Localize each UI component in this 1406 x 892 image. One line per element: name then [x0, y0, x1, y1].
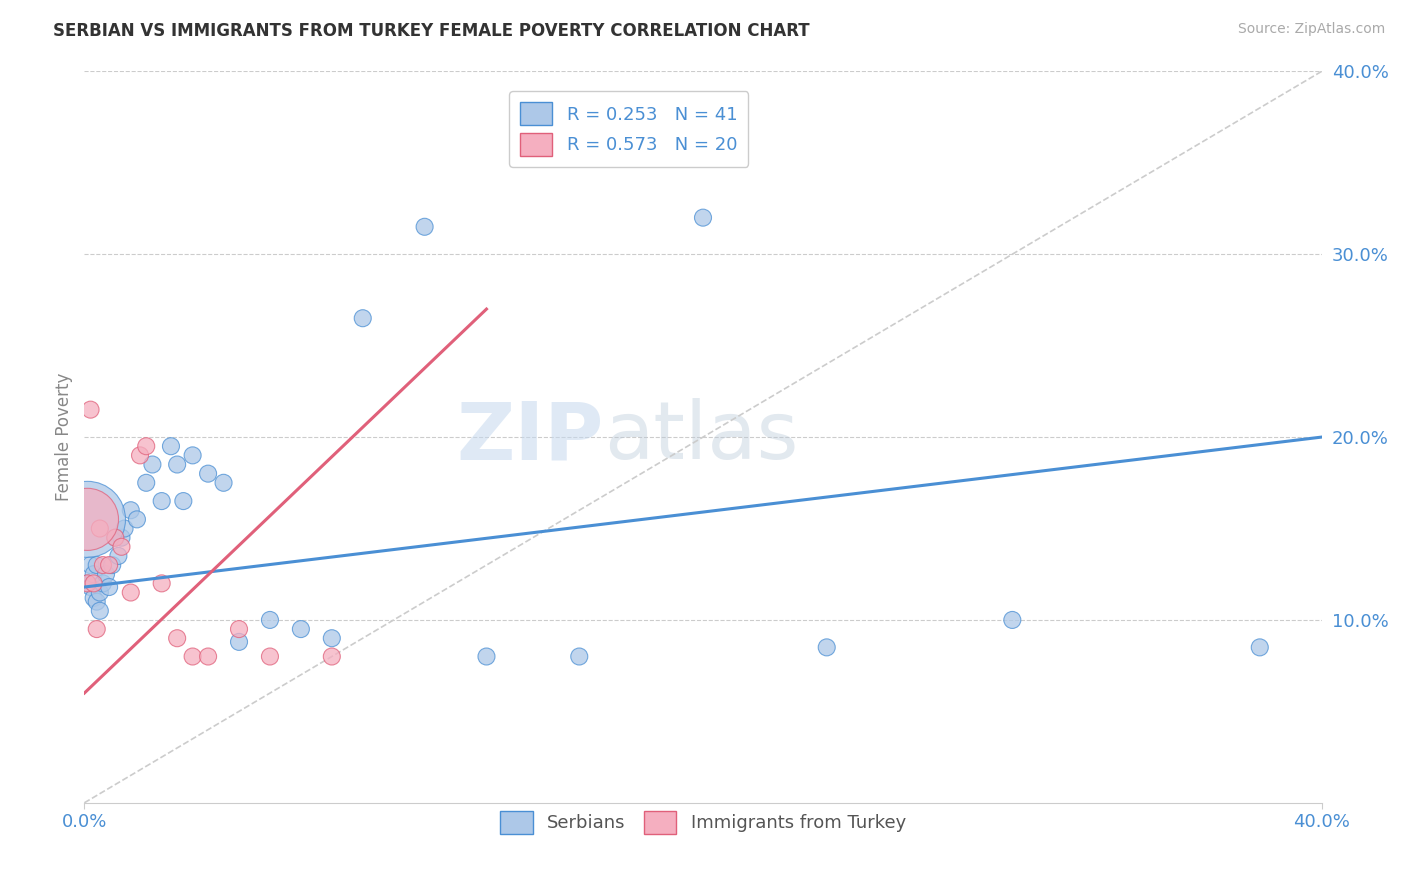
Point — [76, 576, 98, 591]
Point — [135, 475, 157, 490]
Point — [692, 211, 714, 225]
Text: ZIP: ZIP — [457, 398, 605, 476]
Point — [79, 558, 101, 573]
Point — [83, 567, 105, 582]
Point — [76, 512, 98, 526]
Point — [104, 531, 127, 545]
Point — [86, 594, 108, 608]
Point — [104, 531, 127, 545]
Point — [79, 580, 101, 594]
Point — [120, 503, 142, 517]
Point — [91, 576, 114, 591]
Point — [110, 531, 132, 545]
Point — [197, 467, 219, 481]
Point — [166, 458, 188, 472]
Point — [98, 558, 121, 573]
Point — [172, 494, 194, 508]
Point — [125, 512, 148, 526]
Point — [94, 567, 117, 582]
Point — [129, 448, 152, 462]
Point — [141, 458, 163, 472]
Point — [160, 439, 183, 453]
Text: Source: ZipAtlas.com: Source: ZipAtlas.com — [1237, 22, 1385, 37]
Point — [228, 622, 250, 636]
Point — [86, 622, 108, 636]
Point — [76, 512, 98, 526]
Point — [83, 576, 105, 591]
Point — [107, 549, 129, 563]
Legend: Serbians, Immigrants from Turkey: Serbians, Immigrants from Turkey — [494, 804, 912, 841]
Point — [89, 521, 111, 535]
Point — [259, 613, 281, 627]
Point — [89, 585, 111, 599]
Point — [321, 632, 343, 646]
Point — [114, 521, 136, 535]
Point — [197, 649, 219, 664]
Point — [91, 558, 114, 573]
Point — [135, 439, 157, 453]
Point — [1001, 613, 1024, 627]
Point — [150, 576, 173, 591]
Point — [290, 622, 312, 636]
Point — [475, 649, 498, 664]
Text: SERBIAN VS IMMIGRANTS FROM TURKEY FEMALE POVERTY CORRELATION CHART: SERBIAN VS IMMIGRANTS FROM TURKEY FEMALE… — [53, 22, 810, 40]
Point — [321, 649, 343, 664]
Point — [181, 649, 204, 664]
Point — [259, 649, 281, 664]
Point — [98, 580, 121, 594]
Point — [150, 494, 173, 508]
Point — [76, 576, 98, 591]
Point — [166, 632, 188, 646]
Text: atlas: atlas — [605, 398, 799, 476]
Point — [89, 604, 111, 618]
Point — [413, 219, 436, 234]
Point — [1249, 640, 1271, 655]
Point — [228, 635, 250, 649]
Point — [110, 540, 132, 554]
Point — [181, 448, 204, 462]
Point — [101, 558, 124, 573]
Point — [79, 402, 101, 417]
Point — [815, 640, 838, 655]
Point — [83, 591, 105, 605]
Point — [120, 585, 142, 599]
Point — [352, 311, 374, 326]
Point — [212, 475, 235, 490]
Point — [86, 558, 108, 573]
Y-axis label: Female Poverty: Female Poverty — [55, 373, 73, 501]
Point — [568, 649, 591, 664]
